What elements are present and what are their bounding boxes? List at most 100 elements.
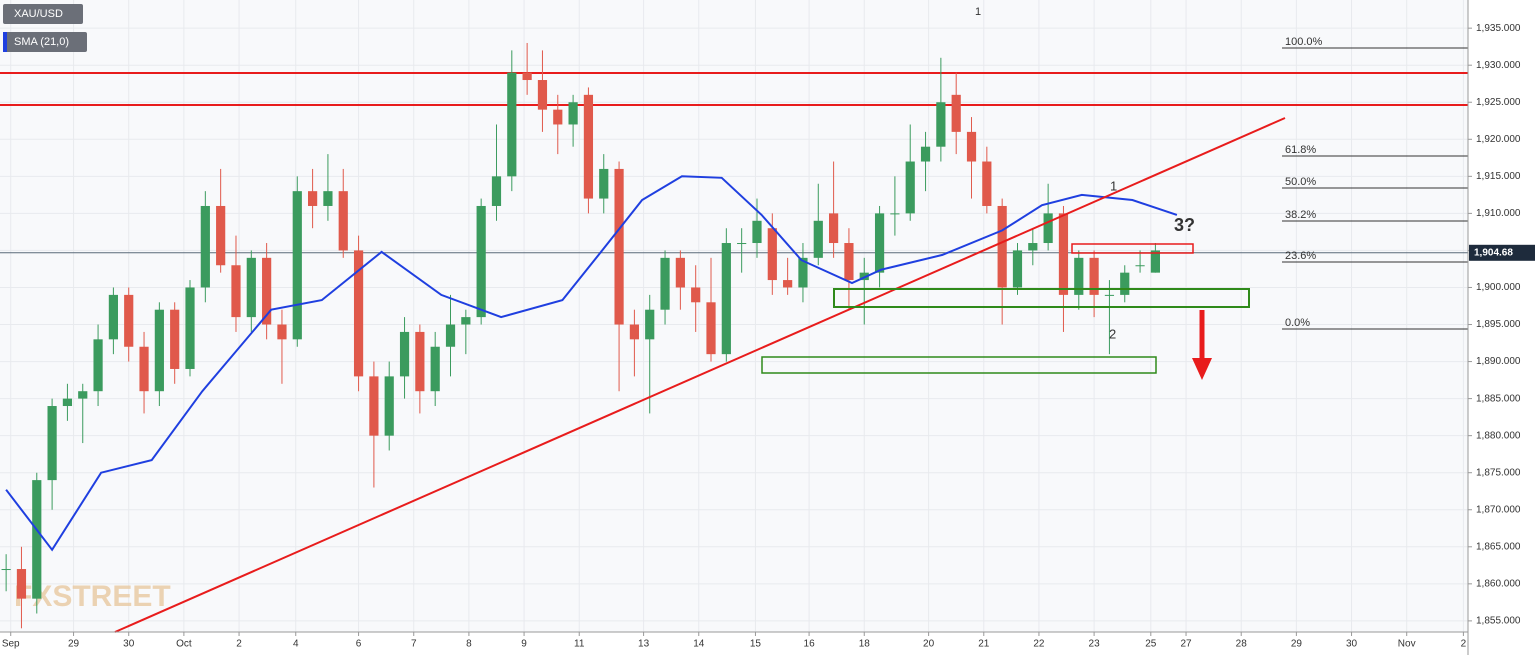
candle-body xyxy=(491,176,502,206)
trend-line xyxy=(114,117,1286,633)
y-tick-label: 1,855.000 xyxy=(1476,616,1521,627)
resistance-zone xyxy=(1071,243,1194,254)
candles xyxy=(1,42,1178,629)
candle-body xyxy=(706,302,716,355)
candle-body xyxy=(32,480,42,599)
y-tick-label: 1,910.000 xyxy=(1476,208,1521,219)
candle-body xyxy=(384,376,394,436)
candle-body xyxy=(200,205,210,288)
y-tick-label: 1,925.000 xyxy=(1476,97,1521,108)
candle-body xyxy=(691,287,701,303)
candle-body xyxy=(47,406,57,481)
x-tick-label: 25 xyxy=(1145,639,1157,650)
y-tick-label: 1,890.000 xyxy=(1476,356,1521,367)
x-tick-label: 7 xyxy=(411,639,417,650)
candle-body xyxy=(874,213,885,273)
y-tick-label: 1,895.000 xyxy=(1476,319,1521,330)
candle-body xyxy=(537,80,548,110)
candle-body xyxy=(170,309,180,369)
x-tick-label: 28 xyxy=(1236,639,1248,650)
candle-body xyxy=(982,161,992,206)
candle-body xyxy=(476,205,486,318)
y-tick-label: 1,860.000 xyxy=(1476,578,1521,589)
candle-body xyxy=(767,228,777,281)
candle-body xyxy=(124,294,134,347)
support-zone xyxy=(761,356,1157,374)
y-tick-label: 1,930.000 xyxy=(1476,60,1521,71)
x-tick-label: Oct xyxy=(176,639,192,650)
candle-body xyxy=(890,213,900,215)
fib-label: 38.2% xyxy=(1285,209,1316,221)
candle-body xyxy=(246,257,256,318)
x-tick-label: 11 xyxy=(574,639,585,650)
candle-body xyxy=(721,243,731,355)
candle-body xyxy=(323,191,333,206)
y-tick-label: 1,920.000 xyxy=(1476,134,1521,145)
legend-box xyxy=(3,32,87,52)
x-tick-label: 21 xyxy=(978,639,990,650)
x-tick-label: 30 xyxy=(1346,639,1358,650)
x-tick-label: 15 xyxy=(750,639,762,650)
candle-body xyxy=(308,191,318,206)
x-tick-label: 22 xyxy=(1033,639,1045,650)
x-tick-label: Sep xyxy=(2,639,20,650)
down-arrow xyxy=(1192,310,1212,380)
x-tick-label: 29 xyxy=(1291,639,1303,650)
fib-label: 61.8% xyxy=(1285,144,1316,156)
fibonacci xyxy=(1282,47,1468,330)
x-tick-label: Nov xyxy=(1398,639,1416,650)
x-tick-label: 16 xyxy=(804,639,816,650)
candle-body xyxy=(445,324,456,347)
candle-body xyxy=(737,243,747,245)
legend-sma: SMA (21,0) xyxy=(14,36,69,48)
candle-body xyxy=(629,324,639,340)
candle-body xyxy=(292,191,302,340)
annotation: 1 xyxy=(975,6,981,18)
legend-symbol: XAU/USD xyxy=(14,8,63,20)
candle-body xyxy=(553,109,563,125)
candle-body xyxy=(783,280,793,288)
candle-body xyxy=(522,72,532,81)
grid xyxy=(0,0,1468,632)
candle-body xyxy=(262,257,272,325)
candle-body xyxy=(1089,257,1099,295)
x-tick-label: 18 xyxy=(859,639,871,650)
candle-body xyxy=(154,309,164,392)
candle-body xyxy=(829,213,839,244)
candle-body xyxy=(951,94,961,132)
candle-body xyxy=(813,220,823,258)
candle-body xyxy=(1012,250,1023,288)
candle-body xyxy=(844,243,854,281)
candle-body xyxy=(660,257,670,310)
candle-body xyxy=(1074,257,1084,295)
fib-label: 0.0% xyxy=(1285,317,1310,329)
candle-body xyxy=(966,131,977,162)
candle-body xyxy=(139,346,149,392)
annotation: 3? xyxy=(1174,215,1195,235)
x-tick-label: 9 xyxy=(521,639,527,650)
x-tick-label: 2 xyxy=(1461,639,1467,650)
axes: 1,855.000 1,860.000 1,865.000 1,870.000 1,87… xyxy=(2,23,1535,650)
candle-body xyxy=(1028,243,1038,251)
y-tick-label: 1,880.000 xyxy=(1476,430,1521,441)
candle-body xyxy=(905,161,915,214)
annotation: 2 xyxy=(1109,326,1116,341)
candle-body xyxy=(1120,272,1130,295)
y-tick-label: 1,875.000 xyxy=(1476,467,1521,478)
candle-body xyxy=(599,168,609,199)
x-tick-label: 8 xyxy=(466,639,472,650)
fib-label: 50.0% xyxy=(1285,176,1316,188)
candle-body xyxy=(415,331,425,392)
candle-body xyxy=(936,102,946,147)
sma-line xyxy=(5,175,1178,552)
candle-body xyxy=(1150,250,1160,273)
fib-label: 23.6% xyxy=(1285,250,1316,262)
candle-body xyxy=(430,346,440,392)
y-tick-label: 1,935.000 xyxy=(1476,23,1521,34)
candle-body xyxy=(1,569,11,571)
x-tick-label: 4 xyxy=(293,639,299,650)
candle-body xyxy=(1135,265,1145,267)
candle-body xyxy=(461,317,471,325)
candle-body xyxy=(231,265,241,318)
